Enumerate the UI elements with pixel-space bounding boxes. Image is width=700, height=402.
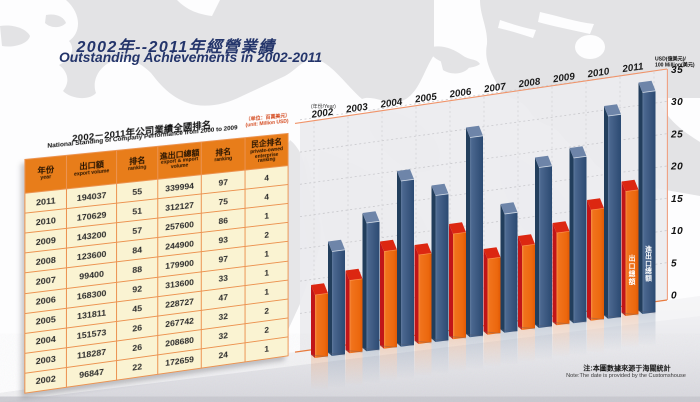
svg-text:2003: 2003	[344, 102, 369, 116]
svg-text:Note:The date is provided by t: Note:The date is provided by the Customs…	[566, 373, 686, 379]
svg-text:10: 10	[671, 226, 683, 237]
svg-text:2007: 2007	[482, 81, 507, 95]
svg-text:2006: 2006	[448, 86, 473, 100]
svg-text:30: 30	[671, 97, 683, 108]
svg-text:2005: 2005	[413, 91, 438, 105]
svg-text:100 Million(美元): 100 Million(美元)	[655, 61, 695, 68]
svg-text:(年份/Year): (年份/Year)	[311, 103, 336, 110]
svg-text:2011: 2011	[621, 61, 644, 75]
svg-text:2008: 2008	[517, 76, 542, 90]
svg-text:20: 20	[670, 162, 683, 173]
svg-text:0: 0	[671, 291, 677, 302]
svg-text:USD(億美元)/: USD(億美元)/	[655, 56, 686, 63]
svg-text:35: 35	[671, 65, 683, 76]
svg-text:2010: 2010	[586, 66, 611, 80]
svg-text:2002: 2002	[310, 107, 335, 121]
svg-text:進出口總額: 進出口總額	[645, 245, 652, 283]
svg-text:2004: 2004	[379, 97, 404, 111]
svg-text:5: 5	[671, 258, 677, 269]
svg-text:15: 15	[671, 194, 683, 205]
svg-text:注:本圖數據來源于海關統計: 注:本圖數據來源于海關統計	[583, 364, 671, 373]
svg-text:出口總額: 出口總額	[629, 254, 636, 286]
svg-text:25: 25	[670, 129, 683, 140]
svg-text:2009: 2009	[551, 71, 576, 85]
